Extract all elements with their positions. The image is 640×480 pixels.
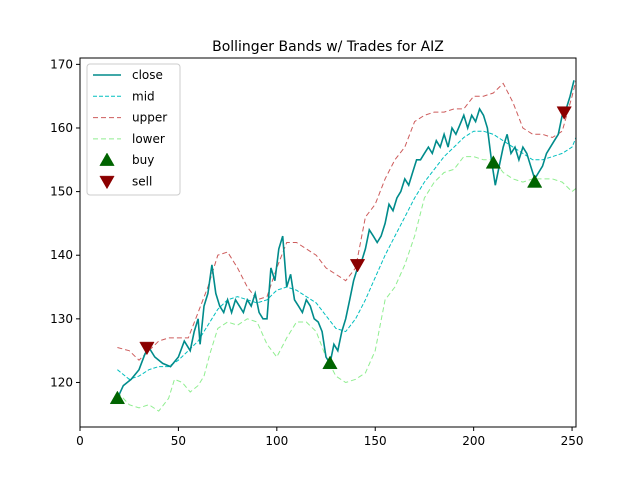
chart-title: Bollinger Bands w/ Trades for AIZ [212, 39, 444, 55]
series-line-upper [117, 80, 576, 361]
x-tick-label: 250 [561, 434, 584, 448]
sell-marker [349, 259, 366, 273]
axes: 0 50 100 150 200 250 120 130 140 150 160 170 [50, 57, 583, 448]
plot-area [109, 80, 576, 412]
x-tick-label: 200 [462, 434, 485, 448]
legend: close mid upper lower buy sell [86, 63, 181, 196]
legend-label-buy: buy [132, 153, 154, 167]
legend-label-mid: mid [132, 89, 155, 103]
y-tick-label: 160 [50, 121, 73, 135]
buy-marker [527, 174, 543, 188]
y-tick-label: 150 [50, 185, 73, 199]
x-tick-label: 50 [171, 434, 186, 448]
buy-marker [485, 155, 501, 169]
axes-frame [79, 57, 577, 428]
x-tick-label: 0 [76, 434, 84, 448]
legend-label-close: close [132, 68, 163, 82]
sell-marker [556, 106, 572, 120]
legend-swatch-sell [99, 175, 115, 190]
legend-label-sell: sell [132, 175, 152, 189]
buy-marker [322, 355, 338, 370]
y-tick-label: 170 [50, 57, 73, 71]
x-tick-label: 150 [364, 434, 387, 448]
buy-marker [109, 390, 126, 405]
x-tick-label: 100 [265, 434, 288, 448]
legend-label-upper: upper [132, 111, 167, 125]
y-tick-label: 140 [50, 248, 73, 262]
y-tick-label: 130 [50, 312, 73, 326]
sell-marker [139, 341, 155, 356]
series-line-lower [117, 156, 576, 412]
legend-swatch-buy [99, 152, 115, 166]
y-tick-label: 120 [50, 375, 73, 389]
legend-label-lower: lower [132, 132, 165, 146]
